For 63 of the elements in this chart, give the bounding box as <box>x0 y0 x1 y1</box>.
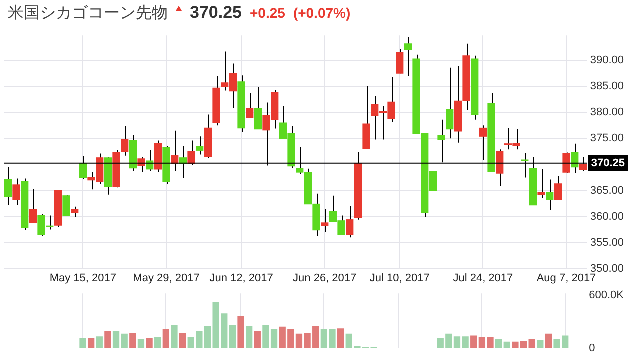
bar <box>112 331 120 348</box>
bar <box>171 325 178 348</box>
y-tick-label: 380.00 <box>590 106 624 119</box>
candlestick <box>396 48 404 74</box>
candlestick <box>121 126 129 156</box>
bar <box>121 334 128 348</box>
bar <box>238 316 244 348</box>
bar <box>337 328 344 348</box>
candlestick <box>404 36 412 77</box>
candlestick <box>12 178 20 206</box>
bar <box>154 337 162 348</box>
x-tick-label: Jul 24, 2017 <box>453 272 514 284</box>
candlestick <box>446 67 454 140</box>
candlestick <box>538 168 546 199</box>
bar <box>470 336 478 348</box>
chart-title: 米国シカゴコーン先物 <box>8 3 168 24</box>
bar <box>96 336 103 348</box>
bar <box>88 338 95 348</box>
candlestick <box>479 125 488 161</box>
bar <box>138 339 145 348</box>
candlestick <box>196 136 204 156</box>
bar <box>104 331 112 348</box>
y-tick-label: 390.00 <box>590 54 624 67</box>
x-tick-label: Jul 10, 2017 <box>370 272 430 284</box>
y-tick-label: 350.00 <box>590 262 624 275</box>
text: (+0.07%) <box>293 5 351 21</box>
bar <box>254 331 261 348</box>
y-tick-label: 365.00 <box>590 184 624 197</box>
ref-line-label: 370.25 <box>591 157 626 170</box>
candlestick <box>71 206 79 218</box>
candlestick <box>29 188 37 224</box>
y-tick-label: 385.00 <box>590 80 624 93</box>
y-tick-label: 0 <box>589 342 596 354</box>
candlestick <box>254 86 262 130</box>
bar <box>229 325 236 348</box>
bar <box>246 326 253 348</box>
x-tick-label: May 29, 2017 <box>133 272 200 284</box>
bar <box>528 339 536 348</box>
y-tick-label: 355.00 <box>590 236 624 249</box>
x-tick-label: Jun 12, 2017 <box>210 272 274 284</box>
x-tick-label: Aug 7, 2017 <box>536 272 596 284</box>
candlestick <box>246 92 254 118</box>
x-tick-label: May 15, 2017 <box>50 272 116 284</box>
bar <box>495 339 502 348</box>
bar <box>146 338 153 348</box>
candlestick <box>346 206 354 238</box>
bar <box>80 338 86 348</box>
bar <box>537 340 544 348</box>
bar <box>504 342 510 348</box>
text: 370.25 <box>190 3 242 23</box>
y-tick-label: 360.00 <box>590 210 624 223</box>
y-tick-label: 375.00 <box>590 132 624 145</box>
candlestick <box>4 166 12 206</box>
bar <box>545 334 552 348</box>
x-tick-label: Jun 26, 2017 <box>293 272 357 284</box>
y-tick-label: 600.0K <box>589 289 625 302</box>
candlestick <box>546 179 554 211</box>
bar <box>162 330 170 348</box>
bar <box>179 333 186 348</box>
bar <box>130 333 136 348</box>
candlestick <box>554 176 562 201</box>
text: +0.25 <box>250 5 286 21</box>
candlestick <box>321 208 329 233</box>
